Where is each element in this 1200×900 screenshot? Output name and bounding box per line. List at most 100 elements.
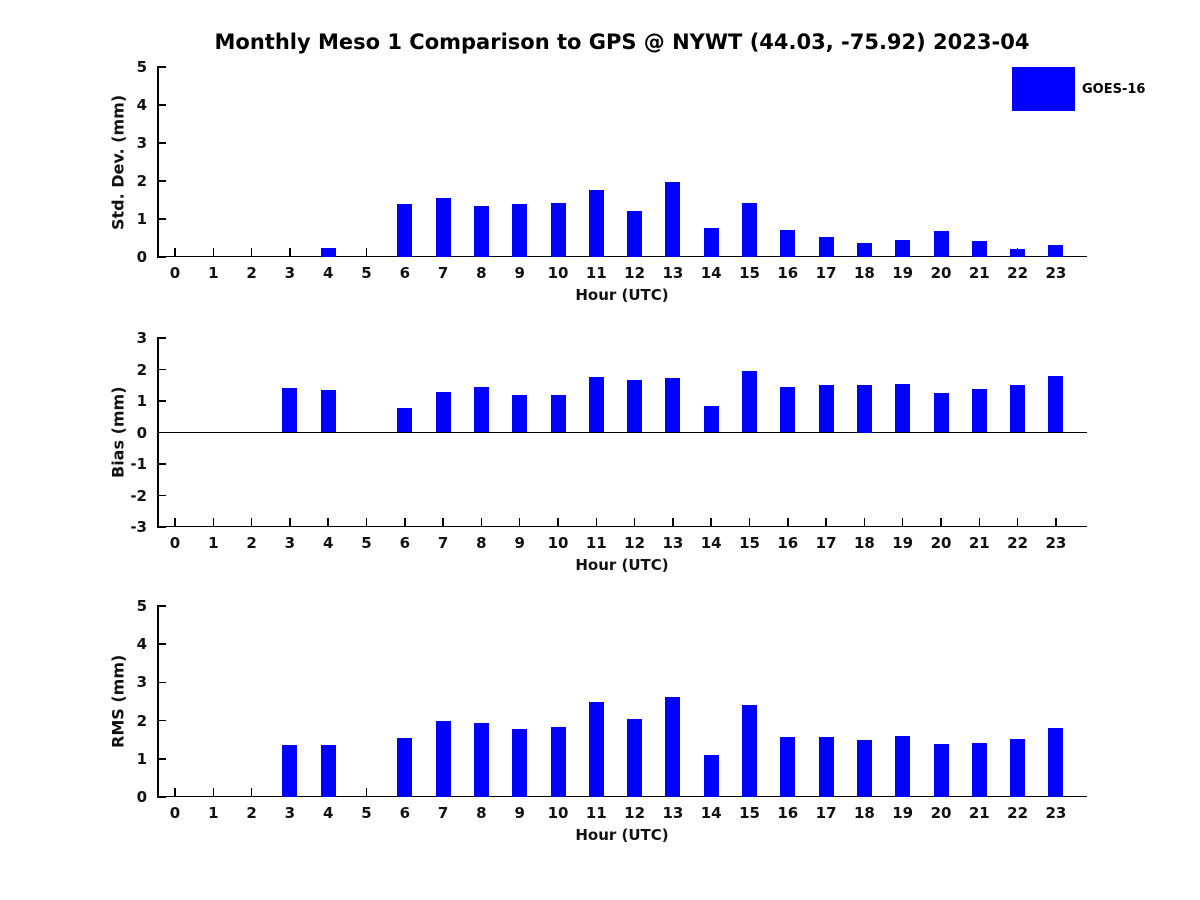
bar-hour-12 (627, 380, 643, 433)
x-axis-label: Hour (UTC) (575, 286, 669, 304)
bar-hour-11 (588, 702, 604, 797)
y-axis-label: Std. Dev. (mm) (108, 94, 128, 230)
x-tick-label: 15 (739, 264, 760, 282)
x-tick (289, 248, 291, 257)
chart-std-dev: 0 1 2 3 4 5 0 1 2 3 4 5 6 7 8 9 10 11 12 13 14 15 16 17 18 19 20 21… (109, 58, 1087, 304)
legend-label-goes16: GOES-16 (1082, 81, 1146, 97)
x-tick-label: 3 (284, 534, 296, 552)
x-tick-label: 2 (246, 804, 257, 822)
x-tick-label: 9 (514, 804, 525, 822)
bar-hour-11 (588, 376, 604, 433)
x-tick (289, 518, 291, 527)
x-tick (250, 788, 253, 797)
x-tick (978, 518, 981, 527)
y-tick-label: 1 (136, 749, 147, 768)
y-tick-label: -3 (130, 518, 147, 536)
x-axis (157, 255, 1087, 257)
x-tick-label: 7 (437, 534, 449, 552)
bar-hour-14 (703, 754, 719, 797)
x-tick-label: 1 (208, 264, 219, 282)
x-tick (212, 518, 215, 527)
x-tick (825, 518, 827, 527)
y-tick (157, 400, 166, 402)
x-tick-label: 1 (208, 804, 219, 822)
bar-hour-22 (1010, 384, 1026, 433)
x-tick-label: 18 (853, 534, 875, 552)
x-tick-label: 9 (514, 534, 525, 552)
x-tick-label: 17 (815, 264, 837, 282)
x-tick-label: 21 (968, 804, 990, 822)
bar-hour-13 (665, 182, 681, 257)
y-axis-label: Bias (mm) (108, 386, 128, 479)
bar-hour-6 (397, 737, 413, 797)
y-tick-label: 1 (136, 210, 147, 228)
x-tick-label: 13 (662, 804, 684, 822)
bar-hour-8 (473, 205, 489, 257)
bar-hour-23 (1048, 244, 1064, 257)
x-tick-label: 15 (739, 534, 760, 552)
x-tick-label: 15 (739, 804, 760, 822)
bar-hour-17 (818, 736, 834, 797)
y-tick-label: 3 (136, 134, 147, 152)
y-tick (157, 758, 166, 760)
x-tick-label: 20 (930, 534, 952, 552)
x-tick-label: 14 (700, 534, 722, 552)
bar-hour-18 (856, 385, 872, 433)
x-tick (250, 518, 253, 527)
bar-hour-23 (1048, 376, 1064, 433)
legend-swatch-goes16 (1012, 67, 1075, 111)
x-tick (212, 248, 215, 257)
x-tick (365, 518, 368, 527)
x-tick-label: 2 (246, 534, 257, 552)
x-tick-label: 11 (585, 534, 607, 552)
y-tick (157, 256, 166, 258)
bar-hour-3 (282, 388, 298, 433)
bar-hour-4 (320, 744, 336, 797)
x-tick-label: 14 (700, 264, 722, 282)
y-tick (157, 494, 166, 497)
bar-hour-20 (933, 743, 949, 797)
x-tick (442, 518, 444, 527)
x-tick-label: 12 (624, 534, 646, 552)
bar-hour-9 (512, 729, 528, 797)
legend: GOES-16 (1012, 67, 1145, 111)
y-tick (157, 368, 166, 371)
x-axis (157, 525, 1087, 527)
x-tick (633, 518, 636, 527)
bar-hour-20 (933, 231, 949, 257)
x-tick (901, 518, 904, 527)
bar-hour-4 (320, 247, 336, 257)
y-tick (157, 218, 166, 220)
x-tick-label: 14 (700, 804, 722, 822)
x-tick-label: 23 (1045, 534, 1067, 552)
x-tick-label: 23 (1045, 804, 1067, 822)
x-tick (174, 248, 176, 257)
y-tick-label: 0 (136, 788, 147, 806)
x-tick-label: 4 (322, 264, 334, 282)
bar-hour-16 (780, 229, 796, 257)
x-tick (327, 518, 329, 527)
y-tick (157, 66, 166, 68)
bar-hour-19 (895, 383, 911, 433)
y-tick-label: -1 (130, 455, 147, 473)
bar-hour-19 (895, 735, 911, 797)
x-tick-label: 21 (968, 534, 990, 552)
bar-hour-21 (971, 241, 987, 257)
bar-hour-15 (742, 705, 757, 797)
y-tick-label: -2 (130, 486, 147, 505)
x-tick-label: 1 (208, 534, 219, 552)
bar-hour-11 (588, 190, 604, 257)
x-tick-label: 20 (930, 264, 952, 282)
bar-hour-14 (703, 228, 719, 257)
y-tick (157, 142, 166, 144)
bar-hour-20 (933, 393, 949, 433)
y-tick (157, 681, 166, 684)
bar-hour-10 (550, 395, 566, 433)
x-tick-label: 5 (361, 804, 372, 822)
bar-hour-22 (1010, 249, 1026, 257)
x-tick-label: 2 (246, 264, 257, 282)
y-axis (157, 606, 159, 797)
bar-hour-9 (512, 395, 528, 433)
x-tick (1055, 518, 1057, 527)
x-tick (365, 788, 368, 797)
